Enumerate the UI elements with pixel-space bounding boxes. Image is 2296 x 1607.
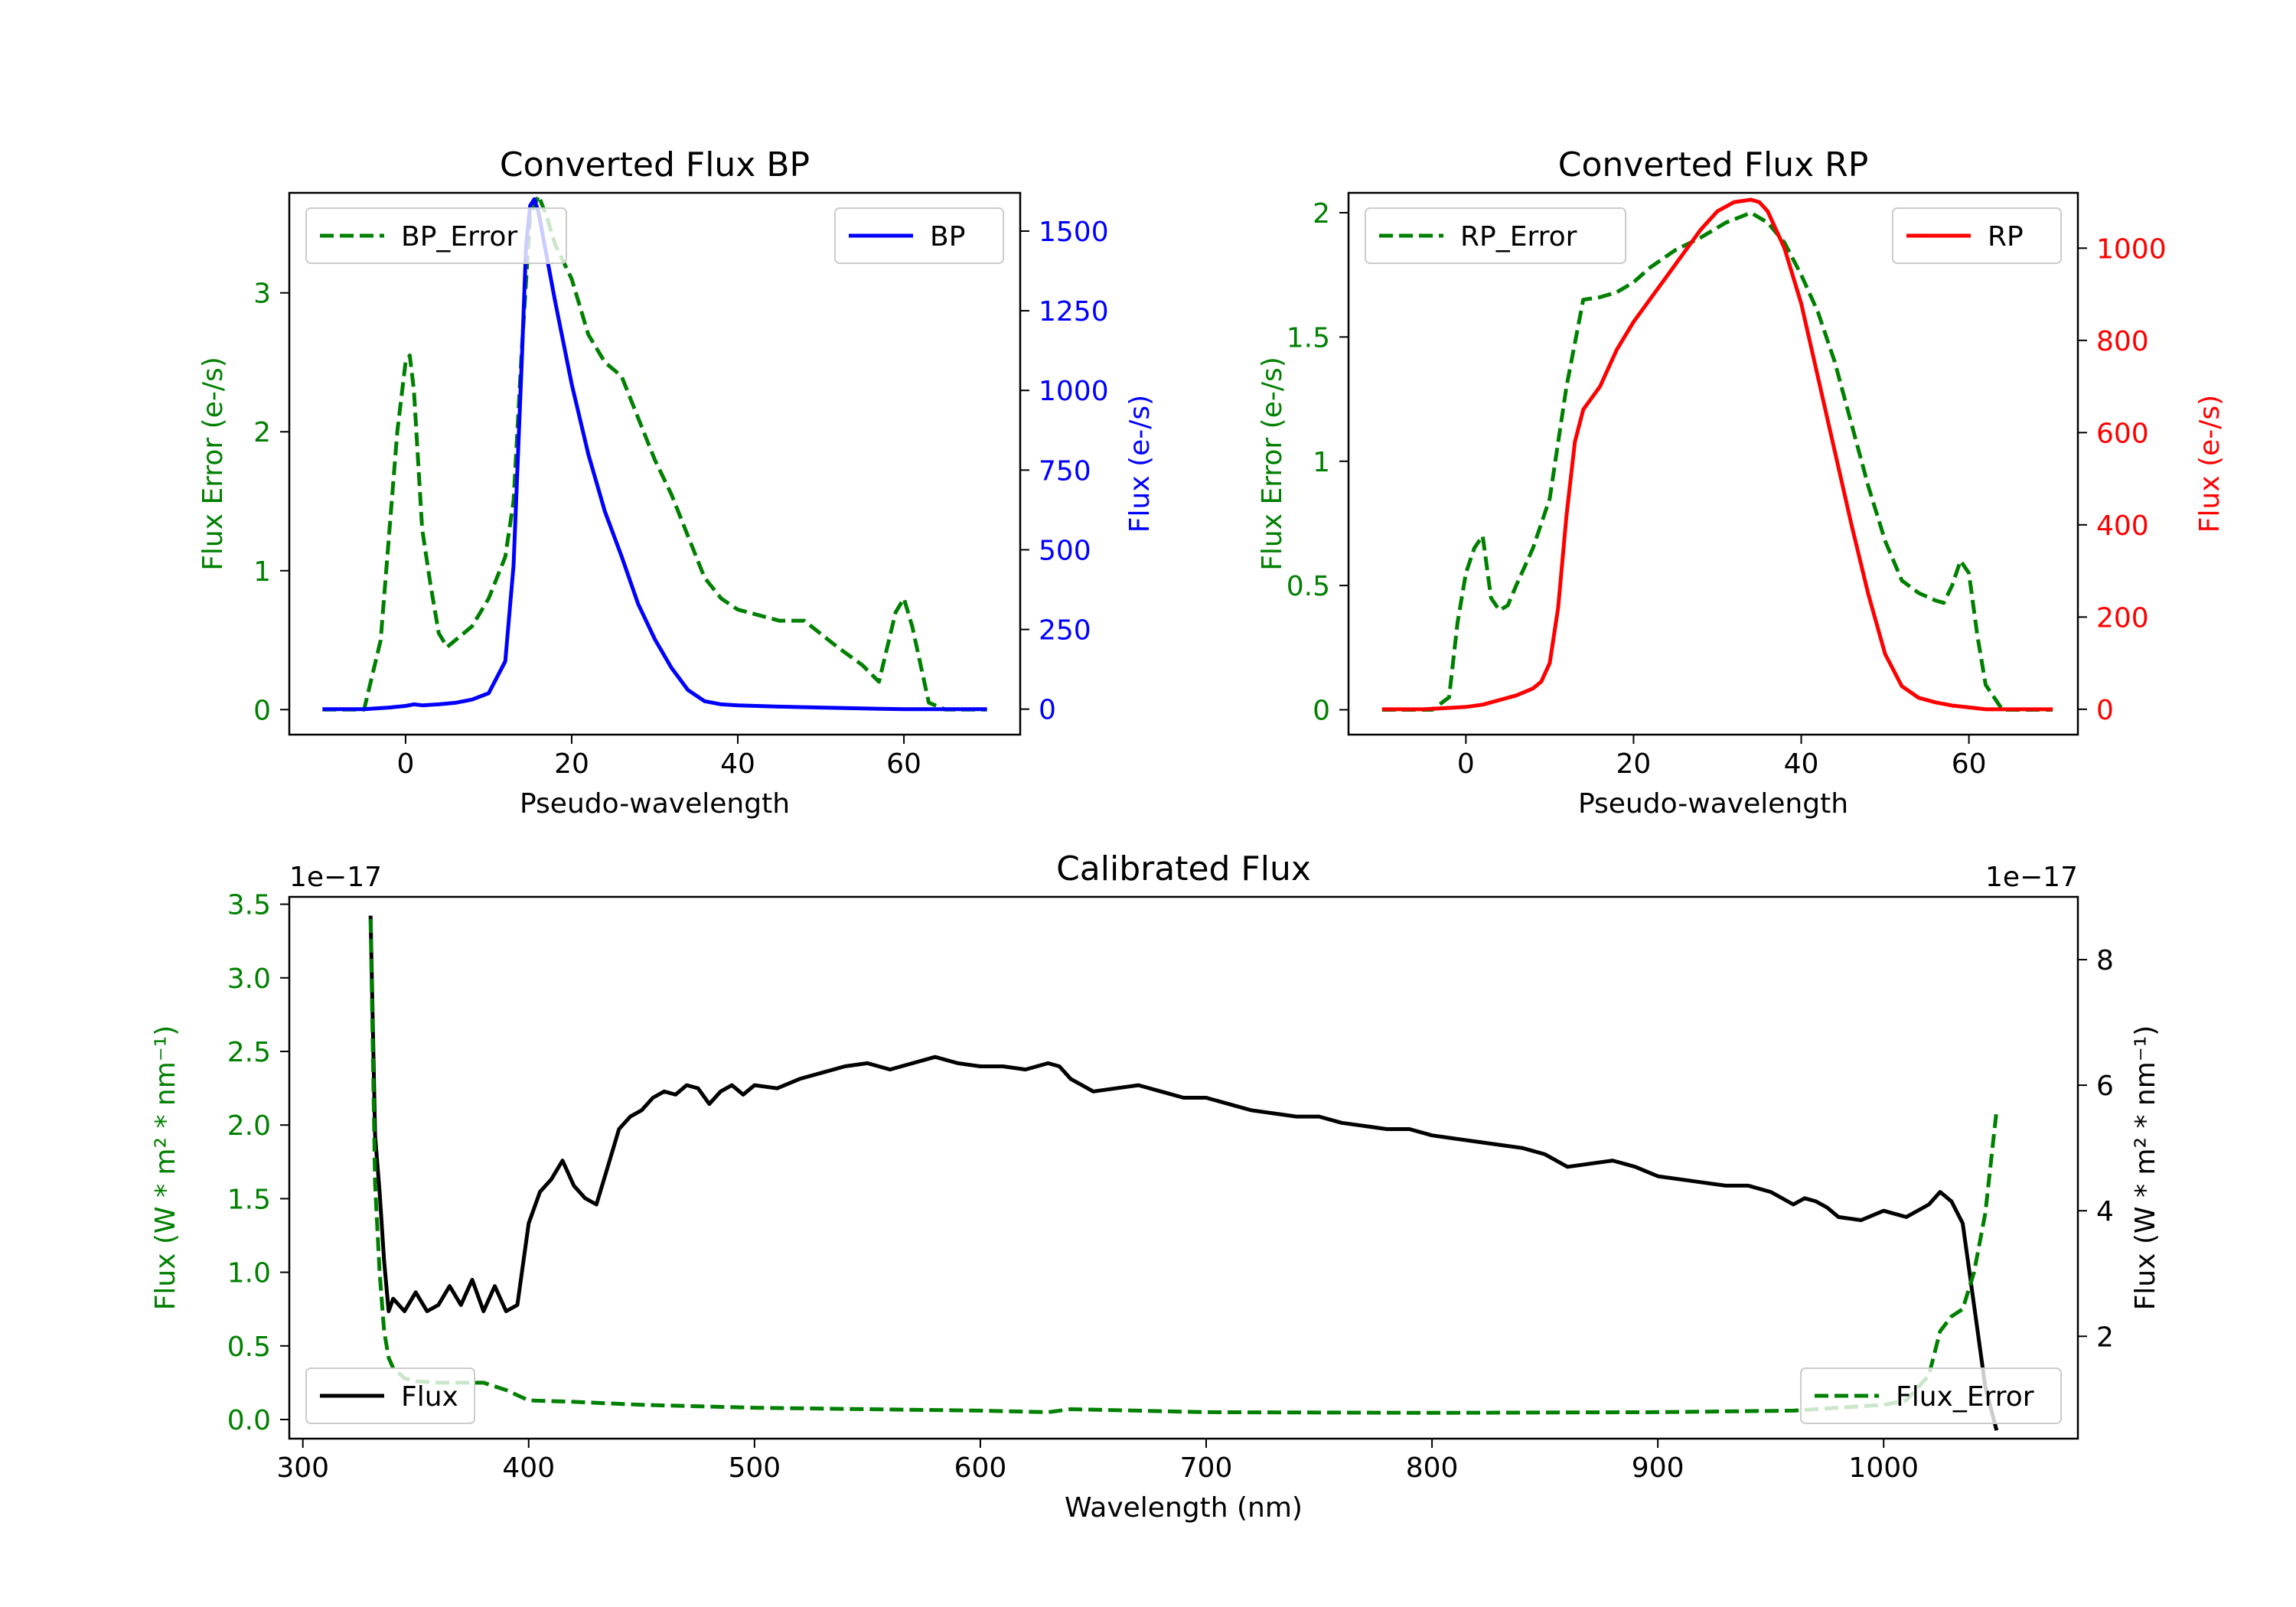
x-tick-label: 300	[276, 1452, 329, 1484]
x-tick-label: 60	[886, 748, 921, 780]
y-left-tick-label: 2	[253, 417, 271, 448]
x-tick-label: 60	[1952, 748, 1987, 780]
legend-bp: BP	[834, 207, 1004, 264]
y-left-tick-label: 3.5	[227, 890, 271, 921]
chart-panel-1: 0 20 40 60 0 1 2 3 0 250 500 750 1000 1250 1500 Convert…	[197, 145, 1156, 820]
legend-box	[305, 1367, 475, 1424]
chart-title: Converted Flux RP	[1558, 145, 1869, 184]
x-tick-label: 1000	[1848, 1452, 1919, 1484]
y-axis-label-left: Flux Error (e-/s)	[1257, 357, 1288, 571]
x-axis-label: Pseudo-wavelength	[1578, 788, 1848, 820]
y-right-tick-label: 4	[2096, 1196, 2114, 1227]
x-axis-label: Pseudo-wavelength	[520, 788, 790, 820]
x-tick-label: 600	[954, 1452, 1007, 1484]
x-tick-label: 20	[1616, 748, 1652, 780]
plot-frame	[1347, 191, 2079, 736]
y-left-tick-label: 1	[253, 556, 271, 588]
x-tick-label: 20	[554, 748, 589, 780]
y-right-tick-label: 200	[2096, 602, 2149, 634]
legend-label: BP	[930, 221, 965, 253]
series-line-bp	[322, 197, 987, 712]
legend-box	[1892, 207, 2062, 264]
legend-label: Flux	[401, 1381, 458, 1413]
y-left-tick-label: 1.5	[227, 1184, 271, 1215]
y-right-tick-label: 750	[1039, 455, 1091, 487]
y-axis-label-left: Flux (W * m² * nm⁻¹)	[150, 1025, 181, 1311]
chart-title: Calibrated Flux	[1056, 849, 1311, 888]
legend-box	[834, 207, 1004, 264]
series-line-flux-error	[368, 918, 1999, 1415]
chart-panel-2: 0 20 40 6000.511.5202004006008001000Convert…	[1257, 145, 2226, 820]
legend-box	[1800, 1367, 2062, 1424]
x-tick-label: 800	[1406, 1452, 1459, 1484]
y-left-tick-label: 0	[253, 695, 271, 726]
y-left-tick-label: 1	[1313, 447, 1330, 478]
y-left-tick-label: 1.5	[1287, 322, 1330, 354]
series-line-bp-error	[322, 194, 987, 712]
y-left-tick-label: 2.5	[227, 1037, 271, 1068]
y-left-tick-label: 0.0	[227, 1405, 271, 1436]
y-axis-label-left: Flux Error (e-/s)	[197, 357, 229, 571]
x-tick-label: 500	[728, 1452, 781, 1484]
y-right-tick-label: 1000	[1039, 376, 1109, 407]
legend-bp-error: BP_Error	[305, 207, 567, 264]
x-tick-label: 0	[396, 748, 414, 780]
y-axis-label-right: Flux (W * m² * nm⁻¹)	[2130, 1025, 2161, 1311]
y-right-tick-label: 0	[2096, 695, 2114, 726]
y-right-tick-label: 6	[2096, 1071, 2114, 1102]
y-left-tick-label: 0.5	[227, 1332, 271, 1363]
y-left-tick-label: 3.0	[227, 963, 271, 995]
y-right-tick-label: 2	[2096, 1322, 2114, 1353]
chart-panel-3: 300 400 500 600 700 800 900 1000 0.0 0.5 1.0 1.5 2.0…	[150, 849, 2161, 1524]
y-right-tick-label: 400	[2096, 510, 2149, 542]
y-right-tick-label: 1250	[1039, 296, 1109, 328]
legend-box	[1365, 207, 1626, 264]
x-axis-label: Wavelength (nm)	[1065, 1492, 1303, 1524]
y-left-offset-label: 1e−17	[289, 862, 382, 893]
legend-rp: RP	[1892, 207, 2062, 264]
x-tick-label: 40	[1784, 748, 1819, 780]
legend-label: BP_Error	[401, 221, 517, 253]
y-right-tick-label: 8	[2096, 945, 2114, 976]
x-tick-label: 400	[502, 1452, 555, 1484]
series-line-flux	[368, 915, 1999, 1431]
legend-label: RP_Error	[1460, 221, 1577, 253]
y-right-tick-label: 1500	[1039, 217, 1109, 248]
legend-rp-error: RP_Error	[1365, 207, 1626, 264]
legend-label: Flux_Error	[1896, 1381, 2034, 1413]
chart-title: Converted Flux BP	[500, 145, 810, 184]
y-right-tick-label: 600	[2096, 418, 2149, 449]
y-right-tick-label: 800	[2096, 326, 2149, 357]
y-left-tick-label: 3	[253, 279, 271, 310]
plot-frame	[288, 191, 1022, 736]
y-right-tick-label: 500	[1039, 535, 1091, 566]
legend-flux: Flux	[305, 1367, 475, 1424]
y-right-tick-label: 0	[1039, 695, 1056, 726]
legend-flux-error: Flux_Error	[1800, 1367, 2062, 1424]
x-tick-label: 0	[1457, 748, 1475, 780]
y-axis-label-right: Flux (e-/s)	[2194, 395, 2226, 533]
y-left-tick-label: 0	[1313, 696, 1330, 727]
series-line-rp	[1381, 197, 2053, 712]
y-left-tick-label: 1.0	[227, 1258, 271, 1289]
legend-label: RP	[1988, 221, 2024, 253]
x-tick-label: 900	[1632, 1452, 1684, 1484]
legend-box	[305, 207, 567, 264]
y-left-tick-label: 2.0	[227, 1110, 271, 1142]
y-right-offset-label: 1e−17	[1985, 862, 2078, 893]
x-tick-label: 700	[1180, 1452, 1233, 1484]
y-left-tick-label: 2	[1313, 198, 1330, 230]
plot-frame	[288, 895, 2079, 1440]
y-right-tick-label: 1000	[2096, 233, 2167, 265]
y-right-tick-label: 250	[1039, 615, 1091, 647]
series-line-rp-error	[1381, 210, 2053, 712]
y-left-tick-label: 0.5	[1287, 571, 1330, 602]
y-axis-label-right: Flux (e-/s)	[1124, 395, 1156, 533]
x-tick-label: 40	[720, 748, 755, 780]
